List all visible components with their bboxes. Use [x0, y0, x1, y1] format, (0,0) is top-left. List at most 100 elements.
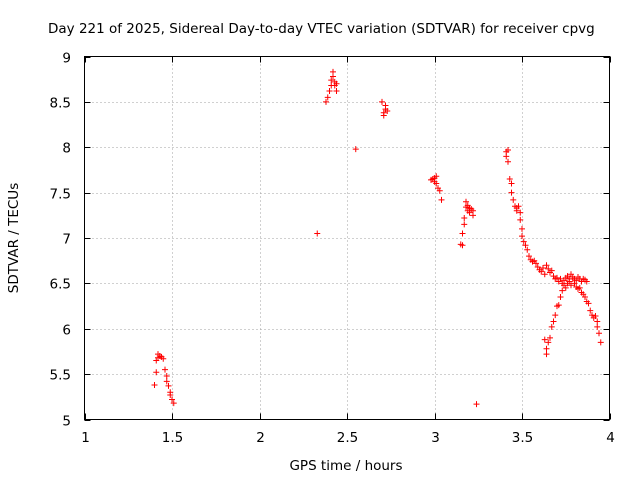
- data-point: [510, 196, 517, 203]
- data-point: [151, 382, 158, 389]
- x-tick-labels: 1 1.5 2 2.5 3 3.5 4: [81, 430, 615, 446]
- data-point: [557, 275, 564, 282]
- data-point: [433, 173, 440, 180]
- data-point: [508, 189, 515, 196]
- data-point: [170, 400, 177, 407]
- data-point: [566, 278, 573, 285]
- data-point: [323, 98, 329, 105]
- y-tick-label: 8.5: [50, 96, 71, 112]
- data-point: [583, 278, 590, 285]
- data-point: [352, 146, 359, 153]
- x-tick-label: 3.5: [512, 430, 533, 446]
- data-point: [585, 300, 592, 307]
- data-point: [505, 146, 511, 153]
- data-point: [463, 198, 469, 205]
- data-point: [382, 102, 389, 109]
- data-point: [314, 230, 321, 237]
- data-point: [541, 271, 548, 278]
- data-point: [333, 80, 340, 87]
- axis-ticks: [84, 56, 611, 421]
- data-point: [522, 242, 529, 249]
- data-point: [554, 274, 560, 281]
- data-point: [547, 334, 553, 341]
- data-point: [587, 307, 594, 314]
- data-point: [162, 366, 168, 373]
- data-point: [461, 215, 468, 222]
- x-axis-label: GPS time / hours: [289, 458, 402, 474]
- x-tick-label: 4: [606, 430, 615, 446]
- y-tick-label: 7: [62, 232, 71, 248]
- data-point: [167, 391, 174, 398]
- data-point: [160, 355, 167, 362]
- data-point: [433, 180, 440, 187]
- x-tick-label: 2.5: [337, 430, 358, 446]
- data-point: [543, 262, 550, 269]
- data-point: [153, 369, 160, 376]
- data-point: [459, 242, 466, 249]
- data-point: [513, 207, 520, 214]
- data-point: [592, 313, 599, 320]
- data-point: [526, 253, 532, 260]
- data-point: [582, 293, 588, 300]
- x-tick-label: 2: [256, 430, 265, 446]
- data-point: [576, 284, 583, 291]
- data-point: [163, 378, 170, 385]
- x-tick-label: 1.5: [162, 430, 183, 446]
- data-point: [562, 284, 569, 291]
- data-point: [505, 158, 511, 165]
- x-tick-label: 1: [81, 430, 90, 446]
- data-point: [333, 87, 340, 94]
- x-tick-label: 3: [431, 430, 440, 446]
- data-point: [557, 293, 564, 300]
- data-point: [571, 280, 578, 287]
- y-tick-label: 8: [62, 141, 71, 157]
- data-point: [473, 401, 480, 408]
- grid: [84, 56, 610, 420]
- data-point: [559, 287, 566, 294]
- data-point: [517, 209, 524, 216]
- data-point: [470, 207, 476, 214]
- data-point: [548, 267, 555, 274]
- y-tick-label: 7.5: [50, 187, 71, 203]
- data-point: [543, 351, 550, 358]
- data-point: [543, 345, 550, 352]
- y-tick-label: 9: [62, 51, 71, 67]
- data-point: [436, 187, 443, 194]
- data-points: [151, 68, 604, 408]
- data-point: [506, 176, 513, 183]
- data-point: [538, 268, 545, 275]
- data-point: [524, 246, 531, 253]
- data-point: [520, 238, 527, 245]
- data-point: [384, 107, 391, 114]
- data-point: [555, 302, 562, 309]
- data-point: [515, 203, 522, 210]
- data-point: [163, 372, 170, 379]
- y-axis-label: SDTVAR / TECUs: [6, 183, 22, 293]
- data-point: [533, 260, 539, 267]
- data-point: [326, 87, 333, 94]
- data-point: [459, 230, 466, 237]
- data-point: [517, 216, 524, 223]
- plot-frame: [84, 56, 610, 420]
- chart-title: Day 221 of 2025, Sidereal Day-to-day VTE…: [48, 21, 595, 37]
- data-point: [545, 339, 552, 346]
- data-point: [519, 233, 525, 240]
- y-tick-label: 5.5: [50, 368, 71, 384]
- y-tick-label: 6.5: [50, 277, 71, 293]
- data-point: [541, 336, 548, 343]
- data-point: [594, 323, 601, 330]
- data-point: [169, 396, 175, 403]
- data-point: [380, 112, 387, 119]
- data-point: [548, 323, 555, 330]
- y-tick-label: 6: [62, 323, 71, 339]
- data-point: [594, 318, 601, 325]
- data-point: [597, 339, 604, 346]
- data-point: [552, 312, 559, 319]
- data-point: [438, 196, 445, 203]
- data-point: [330, 68, 336, 75]
- data-point: [165, 382, 172, 389]
- data-point: [324, 94, 331, 101]
- data-point: [569, 275, 576, 282]
- data-point: [519, 225, 525, 232]
